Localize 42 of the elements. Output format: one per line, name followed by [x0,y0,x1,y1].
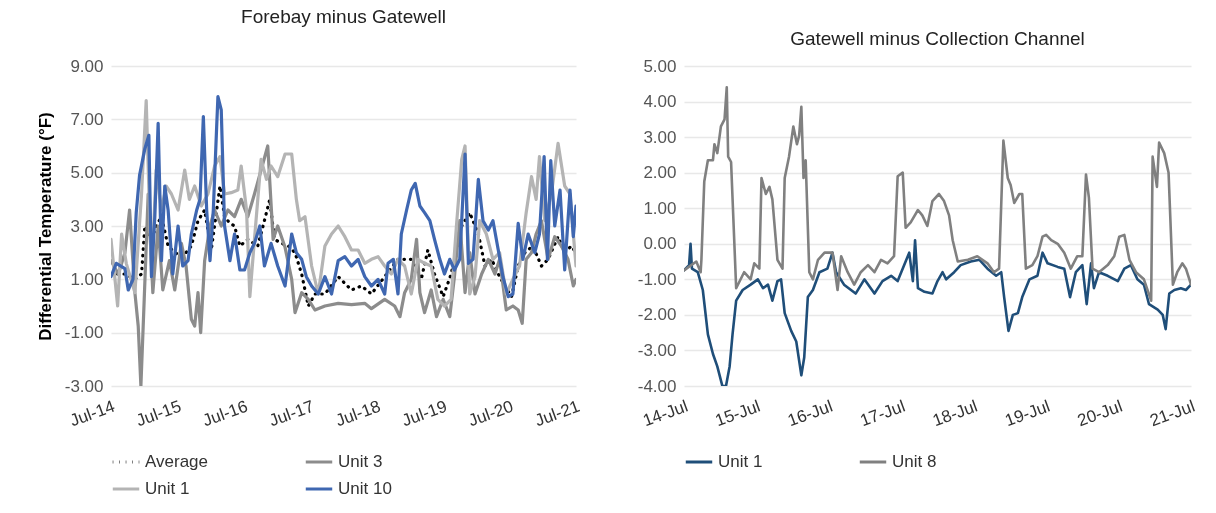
y-tick-label: 5.00 [643,56,677,76]
x-tick-label: Jul-19 [399,396,450,431]
legend-label: Unit 8 [892,452,937,471]
x-tick-label: 14-Jul [640,396,691,431]
legend-label: Average [145,452,209,471]
y-tick-label: -1.00 [637,269,677,289]
y-tick-label: 2.00 [643,163,677,183]
x-tick-label: Jul-14 [67,396,118,431]
y-tick-label: 9.00 [70,56,104,76]
x-tick-label: Jul-21 [532,396,583,431]
x-tick-label: 20-Jul [1074,396,1125,431]
y-tick-label: -3.00 [637,340,677,360]
y-tick-label: 0.00 [643,234,677,254]
y-tick-label: -3.00 [64,376,104,396]
legend-label: Unit 3 [338,452,383,471]
x-tick-label: 19-Jul [1002,396,1053,431]
y-tick-label: -2.00 [637,305,677,325]
x-tick-label: Jul-15 [133,396,184,431]
x-tick-label: 18-Jul [930,396,981,431]
y-tick-label: 7.00 [70,109,104,129]
x-tick-label: 21-Jul [1147,396,1198,431]
y-tick-label: 4.00 [643,92,677,112]
y-tick-label: -1.00 [64,323,104,343]
y-tick-label: 1.00 [70,269,104,289]
y-tick-label: -4.00 [637,376,677,396]
x-tick-label: Jul-18 [333,396,384,431]
x-tick-label: Jul-16 [200,396,251,431]
y-tick-label: 1.00 [643,198,677,218]
chart-title: Gatewell minus Collection Channel [790,28,1085,49]
x-tick-label: Jul-17 [266,396,317,431]
x-tick-label: 17-Jul [857,396,908,431]
legend-label: Unit 1 [718,452,763,471]
chart-title: Forebay minus Gatewell [241,6,446,27]
x-tick-label: Jul-20 [465,396,516,431]
y-tick-label: 3.00 [70,216,104,236]
legend-label: Unit 10 [338,479,392,498]
legend-label: Unit 1 [145,479,190,498]
y-tick-label: 3.00 [643,127,677,147]
y-axis-title: Differential Temperature (°F) [35,112,55,341]
y-tick-label: 5.00 [70,163,104,183]
x-tick-label: 15-Jul [712,396,763,431]
x-tick-label: 16-Jul [785,396,836,431]
